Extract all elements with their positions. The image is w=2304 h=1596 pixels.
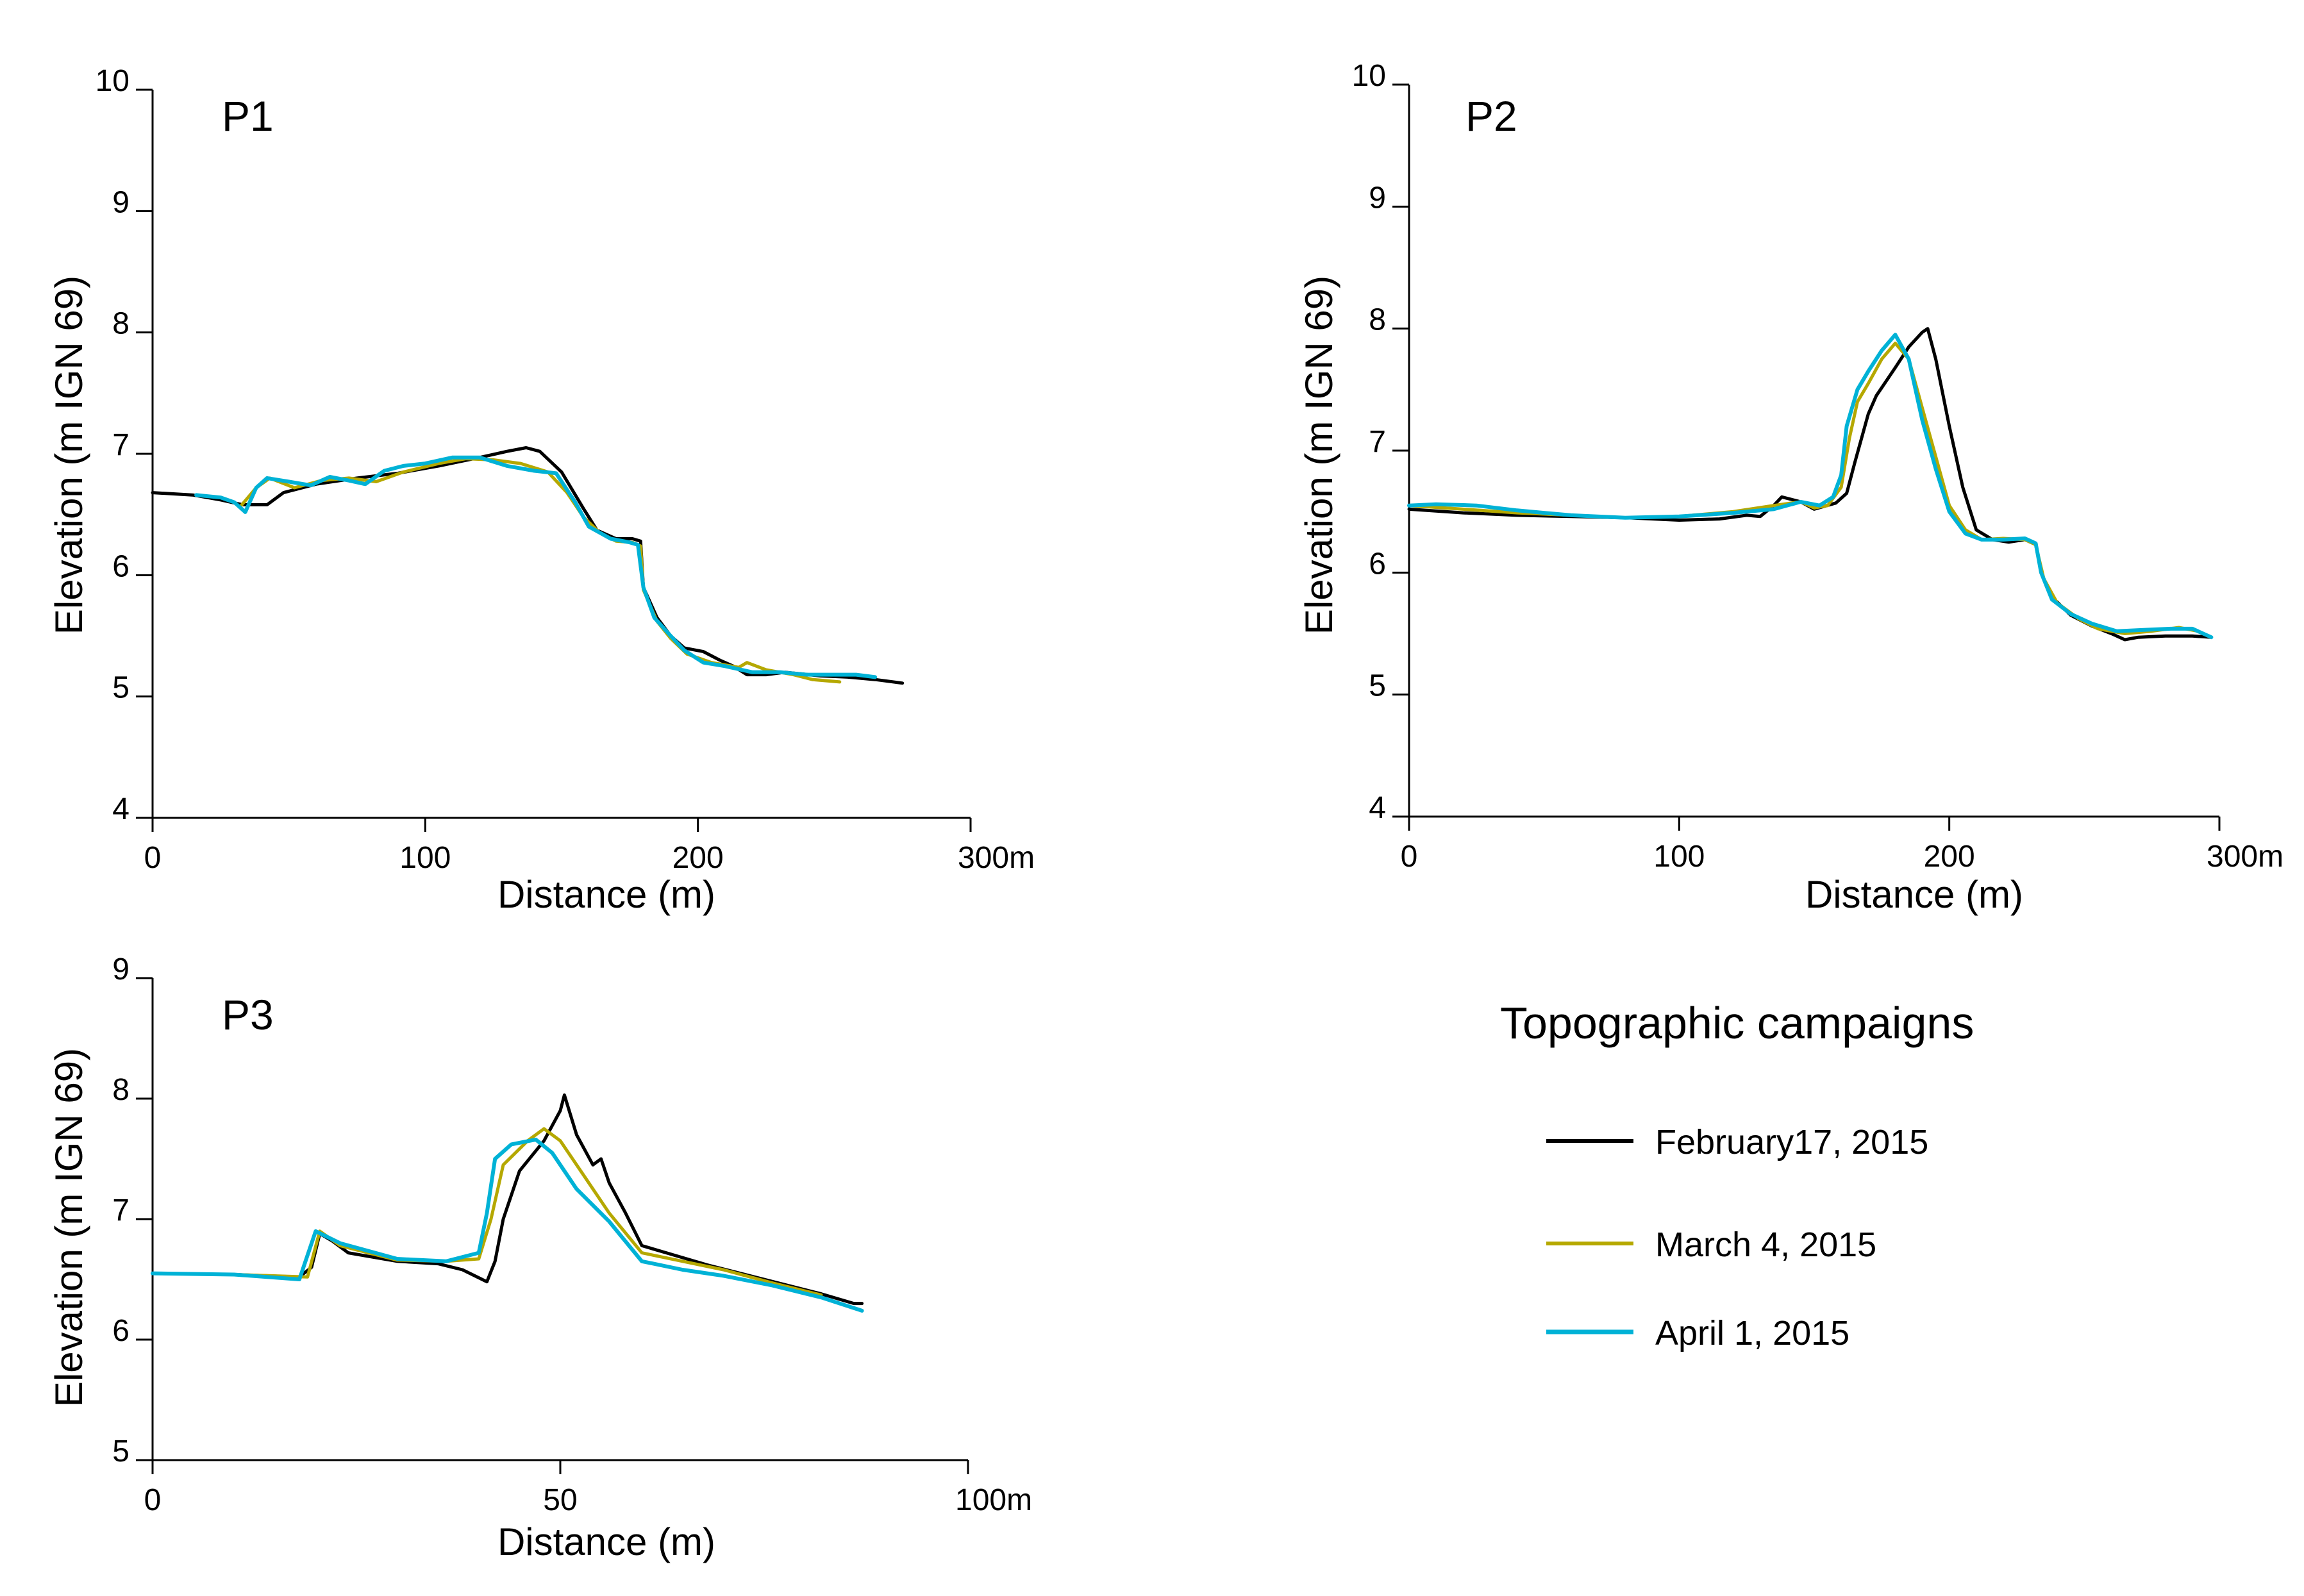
series-line-feb [1407,327,2213,642]
legend-label: April 1, 2015 [1655,1314,1849,1352]
series-line-apr [194,455,878,679]
legend: Topographic campaigns February17, 2015 M… [1500,998,1974,1352]
y-tick-label: 10 [1352,59,1386,93]
series-lines [151,446,905,685]
x-tick-label: 100m [955,1483,1032,1517]
panel-title: P1 [222,92,274,140]
y-tick-label: 8 [112,1073,129,1107]
legend-entry-feb: February17, 2015 [1546,1123,1928,1161]
y-axis-title: Elevation (m IGN 69) [1298,276,1340,635]
x-tick-label: 200 [672,841,724,875]
series-line-feb [151,1093,864,1306]
y-tick-label: 9 [112,185,129,219]
x-tick-label: 100 [1653,840,1705,874]
series-lines [1407,327,2214,642]
panel-title: P2 [1465,92,1517,140]
y-tick-label: 7 [1369,425,1386,459]
legend-entry-apr: April 1, 2015 [1546,1314,1849,1352]
x-tick-label: 0 [144,841,162,875]
x-tick-label: 100 [399,841,451,875]
x-tick-label: 300m [958,841,1035,875]
x-axis-title: Distance (m) [1805,873,2023,916]
series-lines [151,1093,864,1313]
series-line-apr [151,1137,864,1313]
axes: 5 6 7 8 9 0 50 100m [112,952,1032,1517]
y-tick-label: 5 [1369,669,1386,703]
y-tick-label: 10 [96,64,129,98]
y-tick-label: 7 [112,428,129,462]
y-tick-label: 4 [112,792,129,826]
legend-entry-mar: March 4, 2015 [1546,1226,1876,1264]
x-tick-label: 0 [1401,840,1418,874]
x-tick-label: 300m [2207,840,2283,874]
series-line-mar [238,457,842,684]
y-tick-label: 9 [1369,181,1386,215]
y-tick-label: 6 [112,1314,129,1348]
chart-panel-p2: P2 Distance (m) Elevation (m IGN 69) 4 5 6… [1298,59,2283,916]
x-axis-title: Distance (m) [497,873,715,916]
chart-panel-p3: P3 Distance (m) Elevation (m IGN 69) 5 6 7… [47,952,1032,1563]
legend-label: February17, 2015 [1655,1123,1928,1161]
series-line-apr [1407,333,2214,640]
y-tick-label: 4 [1369,791,1386,825]
y-axis-title: Elevation (m IGN 69) [47,1048,90,1407]
legend-label: March 4, 2015 [1655,1226,1876,1264]
x-tick-label: 50 [543,1483,577,1517]
y-tick-label: 8 [112,307,129,341]
panel-title: P3 [222,991,274,1038]
y-axis-title: Elevation (m IGN 69) [47,276,90,635]
y-tick-label: 5 [112,671,129,705]
y-tick-label: 6 [1369,547,1386,581]
legend-title: Topographic campaigns [1500,998,1974,1048]
y-tick-label: 5 [112,1434,129,1468]
chart-panel-p1: P1 Distance (m) Elevation (m IGN 69) 4 5 6… [47,64,1035,916]
x-tick-label: 200 [1924,840,1975,874]
y-tick-label: 7 [112,1193,129,1227]
series-line-mar [1407,342,2213,639]
x-axis-title: Distance (m) [497,1520,715,1563]
y-tick-label: 8 [1369,303,1386,337]
y-tick-label: 9 [112,952,129,986]
y-tick-label: 6 [112,549,129,583]
x-tick-label: 0 [144,1483,162,1517]
